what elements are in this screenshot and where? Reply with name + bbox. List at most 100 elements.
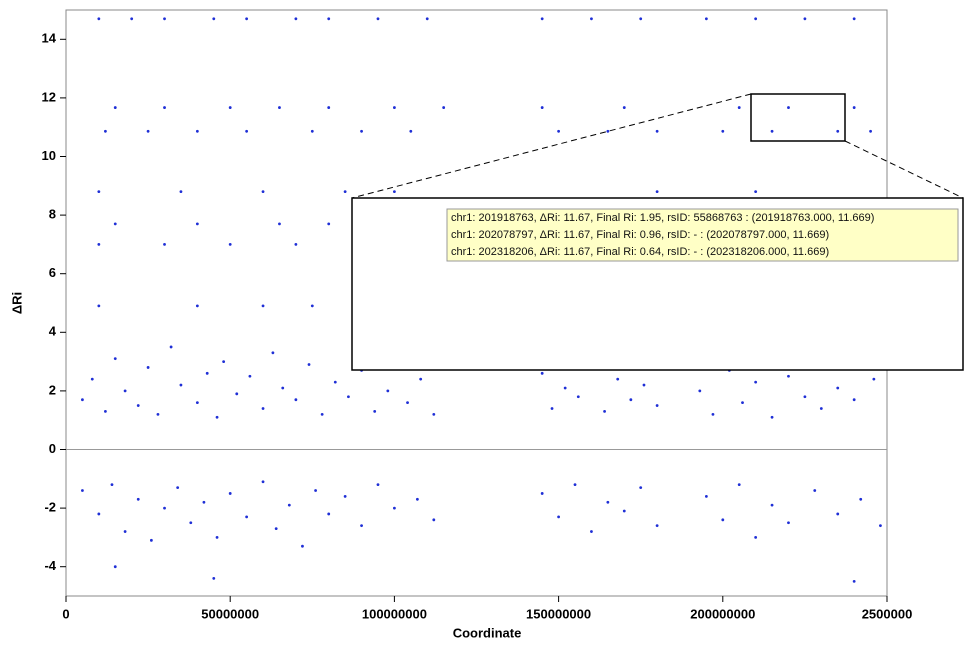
point	[770, 503, 774, 507]
point	[741, 401, 744, 405]
point	[770, 129, 774, 133]
point	[327, 512, 331, 516]
point	[721, 129, 725, 133]
point	[629, 398, 633, 402]
point	[622, 509, 626, 513]
point	[136, 404, 140, 407]
point	[215, 415, 219, 419]
point	[787, 374, 790, 378]
point	[179, 383, 183, 387]
point	[136, 497, 140, 501]
point	[274, 527, 278, 531]
point	[655, 129, 659, 133]
point	[704, 17, 708, 21]
tooltip-line: chr1: 202318206, ΔRi: 11.67, Final Ri: 0…	[451, 246, 829, 258]
point	[406, 401, 409, 405]
point	[819, 407, 823, 410]
point	[836, 512, 840, 516]
point	[327, 222, 331, 226]
point	[333, 380, 337, 384]
point	[606, 129, 610, 133]
point	[813, 489, 817, 492]
point	[787, 106, 790, 109]
point	[228, 243, 232, 246]
point	[343, 494, 347, 498]
point	[540, 17, 544, 21]
point	[215, 536, 219, 539]
x-axis-label: Coordinate	[453, 625, 522, 640]
zoom-box	[750, 93, 846, 142]
point	[222, 360, 226, 363]
tooltip-line: chr1: 201918763, ΔRi: 11.67, Final Ri: 1…	[451, 212, 874, 224]
point	[754, 536, 758, 539]
point	[169, 345, 173, 349]
y-axis-label: ΔRi	[9, 292, 24, 314]
y-tick-label: 2	[49, 382, 56, 397]
point	[711, 412, 715, 416]
point	[393, 106, 396, 109]
point	[163, 17, 166, 21]
point	[97, 243, 101, 246]
y-tick-label: 6	[49, 265, 56, 280]
point	[320, 412, 324, 416]
point	[146, 129, 150, 133]
point	[622, 106, 626, 109]
point	[97, 17, 101, 21]
point	[376, 17, 380, 21]
x-tick-label: 200000000	[690, 606, 755, 621]
point	[836, 129, 840, 133]
point	[603, 410, 606, 413]
point	[228, 106, 232, 109]
y-tick-label: 14	[42, 31, 57, 46]
point	[573, 483, 577, 487]
point	[373, 410, 377, 413]
point	[655, 524, 659, 528]
point	[327, 17, 331, 21]
point	[261, 480, 265, 484]
point	[245, 17, 249, 21]
point	[294, 17, 298, 21]
point	[261, 407, 265, 410]
point	[301, 544, 304, 548]
point	[90, 377, 94, 381]
point	[737, 483, 741, 487]
point	[432, 518, 436, 522]
point	[852, 398, 856, 402]
point	[859, 497, 863, 501]
point	[754, 380, 758, 384]
point	[113, 565, 117, 569]
point	[852, 579, 856, 583]
point	[205, 371, 209, 375]
point	[343, 190, 347, 194]
point	[261, 304, 265, 308]
point	[852, 17, 856, 21]
y-tick-label: -2	[44, 500, 56, 515]
point	[737, 106, 741, 109]
point	[754, 190, 758, 194]
y-tick-label: 8	[49, 207, 56, 222]
point	[202, 500, 206, 504]
point	[163, 243, 166, 246]
point	[393, 506, 396, 510]
point	[590, 530, 593, 533]
point	[271, 351, 275, 355]
point	[557, 129, 560, 133]
y-tick-label: 10	[42, 148, 56, 163]
point	[123, 389, 127, 393]
point	[110, 483, 114, 487]
point	[704, 494, 708, 498]
point	[195, 401, 199, 405]
point	[360, 524, 363, 528]
point	[314, 489, 317, 492]
point	[176, 486, 180, 489]
point	[195, 222, 199, 226]
point	[97, 190, 101, 194]
point	[163, 106, 166, 109]
point	[360, 129, 363, 133]
point	[432, 412, 436, 416]
point	[852, 106, 856, 109]
point	[146, 366, 150, 369]
point	[130, 17, 134, 21]
point	[310, 304, 314, 308]
